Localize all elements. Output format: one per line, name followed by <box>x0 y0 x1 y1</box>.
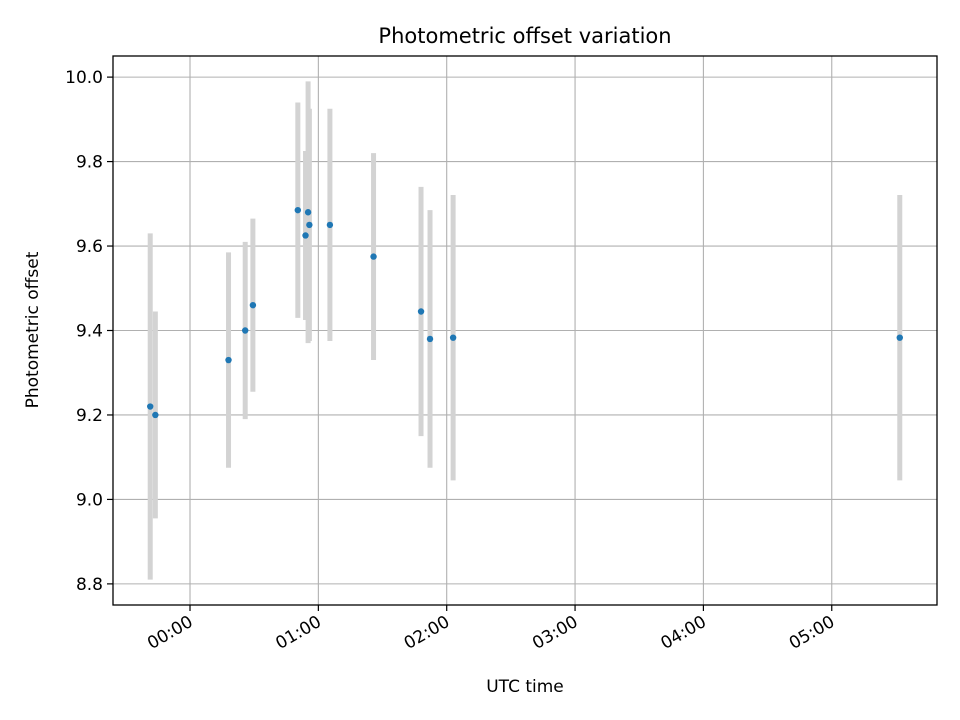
data-points <box>147 206 903 419</box>
chart-title: Photometric offset variation <box>378 24 671 48</box>
data-point <box>896 334 903 341</box>
data-point <box>326 221 334 229</box>
data-point <box>225 356 232 364</box>
data-point <box>306 221 313 229</box>
y-tick-label: 9.6 <box>76 237 103 257</box>
y-tick-label: 10.0 <box>65 68 103 88</box>
x-tick-label: 01:00 <box>272 612 324 654</box>
data-point <box>449 334 457 341</box>
y-tick-label: 9.8 <box>76 153 103 173</box>
x-tick-label: 02:00 <box>401 612 453 654</box>
data-point <box>147 403 154 410</box>
data-point <box>426 335 434 343</box>
data-point <box>152 411 159 419</box>
y-tick-label: 8.8 <box>76 575 103 595</box>
x-axis-label: UTC time <box>486 677 564 697</box>
data-point <box>417 308 425 315</box>
data-point <box>294 206 302 214</box>
grid-lines <box>113 56 937 605</box>
data-point <box>249 301 257 309</box>
y-tick-label: 9.2 <box>76 406 103 426</box>
x-tick-label: 05:00 <box>786 612 838 654</box>
y-tick-label: 9.4 <box>76 322 103 342</box>
y-axis-label: Photometric offset <box>23 251 43 408</box>
data-point <box>241 327 249 334</box>
x-tick-label: 00:00 <box>144 612 196 654</box>
data-point <box>370 253 377 260</box>
x-axis-ticks: 00:00 01:00 02:00 03:00 04:00 05:00 <box>144 605 838 654</box>
x-tick-label: 04:00 <box>657 612 709 654</box>
data-point <box>304 209 312 216</box>
x-tick-label: 03:00 <box>529 612 581 654</box>
data-point <box>302 232 309 239</box>
y-tick-label: 9.0 <box>76 490 103 510</box>
y-axis-ticks: 8.8 9.0 9.2 9.4 9.6 9.8 10.0 <box>65 68 113 595</box>
